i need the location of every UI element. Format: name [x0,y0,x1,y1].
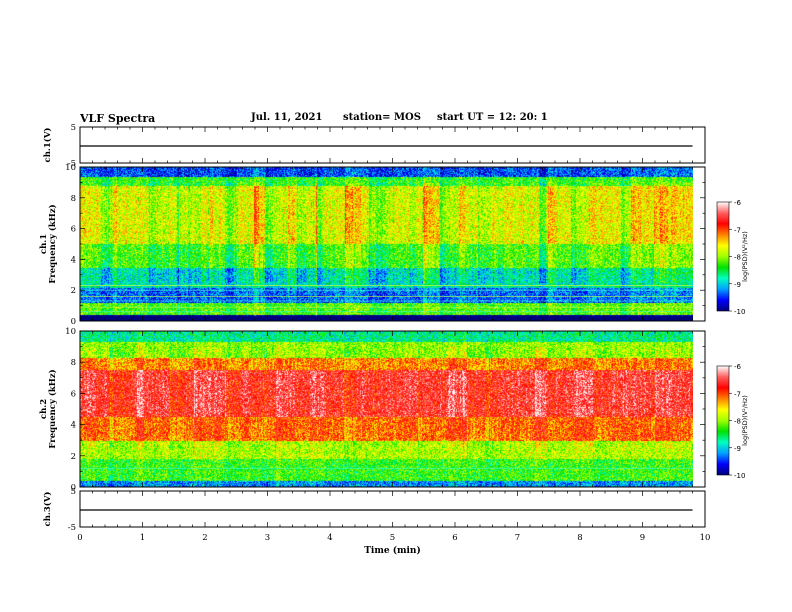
header-start-time: start UT = 12: 20: 1 [437,112,548,123]
header-station: station= MOS [343,112,421,123]
colorbar-tick-label: -10 [734,308,745,316]
x-tick-label: 9 [640,533,645,543]
colorbar-tick-label: -8 [734,418,741,426]
y-tick-label: 6 [71,225,76,235]
y-tick-label: 2 [71,452,76,462]
y-tick-label: 4 [71,255,76,265]
colorbar [716,201,730,312]
spectrogram-image-ch2 [80,331,693,487]
y-tick-label: 0 [71,317,76,327]
y-axis-label: ch.2 [39,399,49,419]
y-axis-label: ch.1 [39,234,49,254]
header-date: Jul. 11, 2021 [251,112,323,123]
colorbar-label: log(PSD)(V²/Hz) [741,395,749,446]
x-tick-label: 5 [390,533,395,543]
colorbar-tick-label: -9 [734,281,741,289]
y-tick-label: 8 [71,358,76,368]
y-tick-label: -5 [68,523,76,533]
colorbar-tick-label: -6 [734,363,742,371]
colorbar-label: log(PSD)(V²/Hz) [741,231,749,282]
colorbar-tick-label: -7 [734,390,741,398]
y-tick-label: 5 [71,123,76,133]
colorbar-tick-label: -6 [734,199,742,207]
x-tick-label: 0 [77,533,82,543]
colorbar-tick-label: -9 [734,445,741,453]
x-tick-label: 6 [452,533,457,543]
y-axis-label: Frequency (kHz) [47,369,58,448]
y-tick-label: 6 [71,389,76,399]
spectrogram-image-ch1 [80,167,693,321]
y-tick-label: -5 [68,159,76,169]
y-tick-label: 10 [65,327,76,337]
y-tick-label: 2 [71,286,76,296]
y-axis-label: Frequency (kHz) [47,204,58,283]
x-tick-label: 1 [140,533,145,543]
colorbar-tick-label: -7 [734,226,741,234]
y-axis-label: ch.1(V) [42,128,53,163]
y-tick-label: 10 [65,163,76,173]
x-tick-label: 4 [327,533,332,543]
panel-frame [79,126,706,164]
x-tick-label: 10 [700,533,711,543]
x-axis-label: Time (min) [364,545,421,556]
colorbar-tick-label: -10 [734,472,745,480]
y-tick-label: 4 [71,421,76,431]
y-axis-label: ch.3(V) [42,492,53,527]
y-tick-label: 5 [71,487,76,497]
x-tick-label: 3 [265,533,270,543]
panel-frame [79,490,706,528]
colorbar [716,365,730,476]
y-tick-label: 8 [71,194,76,204]
x-tick-label: 8 [577,533,582,543]
y-tick-label: 0 [71,483,76,493]
x-tick-label: 7 [515,533,520,543]
figure-title: VLF Spectra [80,112,156,125]
x-tick-label: 2 [202,533,207,543]
colorbar-tick-label: -8 [734,254,741,262]
